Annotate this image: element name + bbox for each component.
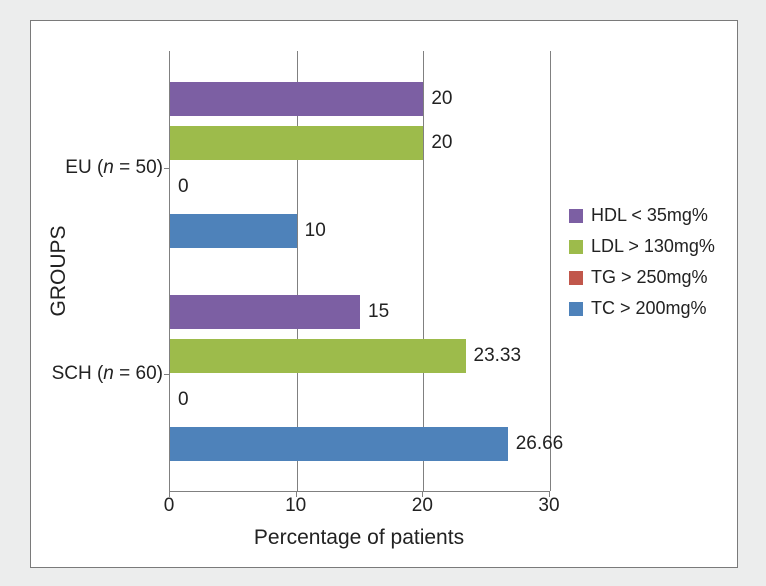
- legend-swatch: [569, 302, 583, 316]
- legend-item-LDL: LDL > 130mg%: [569, 236, 724, 257]
- x-axis: 0102030: [169, 491, 549, 521]
- legend-label: TG > 250mg%: [591, 267, 708, 288]
- bar-value-label: 15: [368, 301, 389, 323]
- legend: HDL < 35mg% LDL > 130mg% TG > 250mg% TC > 2…: [569, 205, 724, 329]
- bar-SCH-HDL: [170, 295, 360, 329]
- y-group-label-EU: EU (n = 50): [65, 157, 163, 179]
- y-tick-mark: [164, 374, 170, 375]
- legend-item-TG: TG > 250mg%: [569, 267, 724, 288]
- legend-label: HDL < 35mg%: [591, 205, 708, 226]
- bar-value-label: 0: [178, 176, 189, 198]
- legend-item-TC: TC > 200mg%: [569, 298, 724, 319]
- bar-value-label: 26.66: [516, 433, 564, 455]
- legend-swatch: [569, 271, 583, 285]
- bar-SCH-TC: [170, 427, 508, 461]
- legend-label: LDL > 130mg%: [591, 236, 715, 257]
- y-group-label-SCH: SCH (n = 60): [52, 363, 163, 385]
- chart-card: GROUPS 20 20 0 10 15 23.33 0 26.66 0 10 20 30 Perc…: [30, 20, 738, 568]
- x-tick-label: 10: [285, 495, 306, 517]
- bar-EU-TC: [170, 214, 297, 248]
- gridline: [550, 51, 551, 491]
- bar-EU-HDL: [170, 82, 423, 116]
- x-tick-label: 0: [164, 495, 175, 517]
- y-axis-title-wrap: GROUPS: [47, 0, 71, 51]
- y-axis-title: GROUPS: [47, 51, 71, 491]
- bar-value-label: 20: [431, 88, 452, 110]
- bar-EU-LDL: [170, 126, 423, 160]
- y-tick-mark: [164, 168, 170, 169]
- bar-value-label: 10: [305, 220, 326, 242]
- legend-swatch: [569, 209, 583, 223]
- bar-value-label: 23.33: [474, 345, 522, 367]
- bar-SCH-LDL: [170, 339, 466, 373]
- x-axis-title: Percentage of patients: [169, 526, 549, 550]
- gridline: [297, 51, 298, 491]
- bar-value-label: 20: [431, 132, 452, 154]
- legend-item-HDL: HDL < 35mg%: [569, 205, 724, 226]
- legend-swatch: [569, 240, 583, 254]
- legend-label: TC > 200mg%: [591, 298, 707, 319]
- bar-value-label: 0: [178, 389, 189, 411]
- x-tick-label: 20: [412, 495, 433, 517]
- plot-area: 20200101523.33026.66: [169, 51, 550, 492]
- x-tick-label: 30: [538, 495, 559, 517]
- gridline: [423, 51, 424, 491]
